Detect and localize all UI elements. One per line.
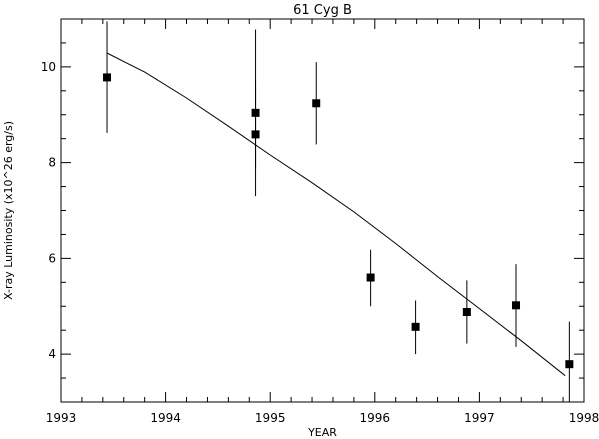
y-axis-title: X-ray Luminosity (x10^26 erg/s) <box>2 121 15 300</box>
plot-frame <box>60 18 585 403</box>
x-axis-title: YEAR <box>307 426 337 439</box>
fit-line <box>106 52 566 377</box>
data-point <box>366 273 375 282</box>
points-layer <box>103 21 574 402</box>
y-axis: 4 6 8 10 <box>41 18 584 403</box>
data-point <box>462 307 471 316</box>
y-tick-label: 6 <box>48 251 56 265</box>
data-point <box>103 73 112 82</box>
data-point <box>251 130 260 139</box>
x-tick-label: 1997 <box>464 411 495 425</box>
y-tick-label: 4 <box>48 347 56 361</box>
x-axis: 1993 1994 1995 1996 1997 1998 <box>46 19 599 425</box>
y-tick-label: 8 <box>48 156 56 170</box>
data-point <box>411 322 420 331</box>
fit-layer <box>106 52 566 377</box>
data-point <box>312 99 321 108</box>
x-tick-label: 1996 <box>360 411 391 425</box>
y-tick-label: 10 <box>41 60 56 74</box>
data-point <box>565 360 574 369</box>
x-tick-label: 1993 <box>46 411 77 425</box>
x-tick-label: 1995 <box>255 411 286 425</box>
x-tick-label: 1998 <box>569 411 599 425</box>
data-point <box>512 301 521 310</box>
chart-title: 61 Cyg B <box>293 3 352 18</box>
x-tick-label: 1994 <box>150 411 181 425</box>
